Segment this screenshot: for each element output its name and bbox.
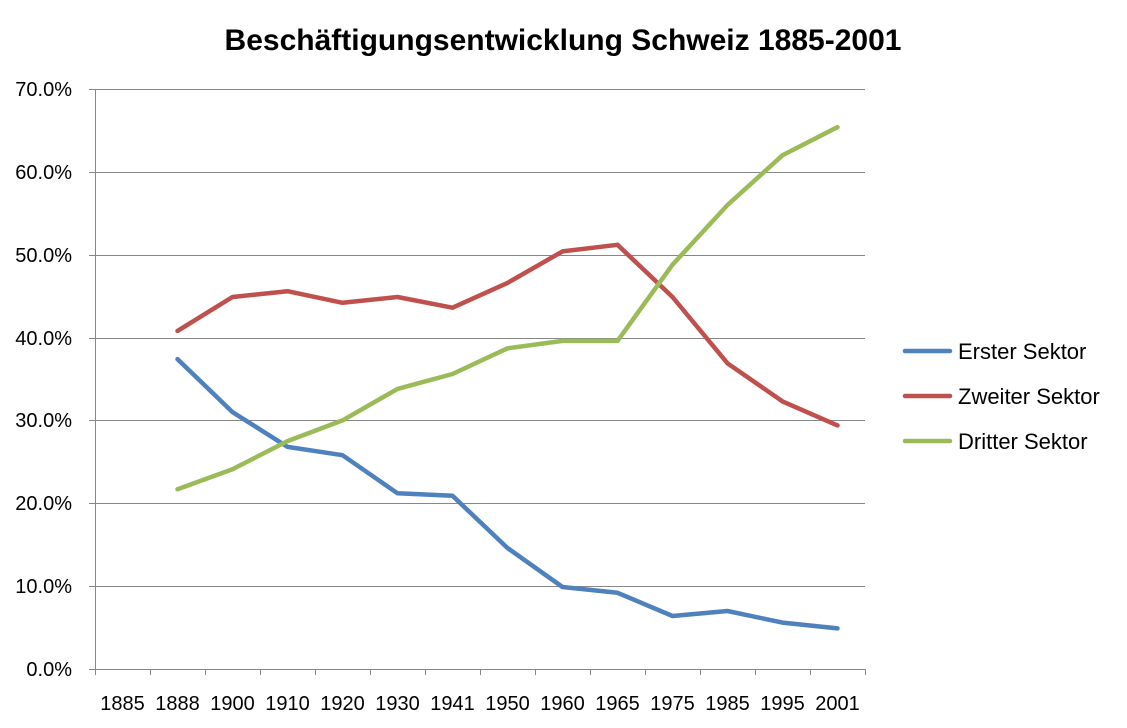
data-point xyxy=(670,262,675,267)
data-point xyxy=(230,410,235,415)
data-point xyxy=(560,338,565,343)
x-axis-tick-labels: 1885 1888 1900 1910 1920 1930 1941 1950 1960 1965… xyxy=(100,693,860,715)
data-point xyxy=(395,491,400,496)
y-tick-label: 30.0% xyxy=(15,410,72,432)
y-tick-label: 10.0% xyxy=(15,576,72,598)
series-dritter-sektor xyxy=(175,124,840,492)
series-lines xyxy=(175,124,840,631)
series-erster-sektor xyxy=(175,356,840,631)
x-tick-label: 1920 xyxy=(320,693,365,715)
gridlines xyxy=(95,89,865,587)
data-point xyxy=(175,328,180,333)
data-point xyxy=(835,423,840,428)
data-point xyxy=(285,289,290,294)
data-point xyxy=(340,300,345,305)
x-tick-label: 1985 xyxy=(705,693,750,715)
data-point xyxy=(340,418,345,423)
data-point xyxy=(505,346,510,351)
series-zweiter-sektor xyxy=(175,242,840,428)
data-point xyxy=(780,153,785,158)
y-tick-label: 50.0% xyxy=(15,245,72,267)
data-point xyxy=(340,453,345,458)
legend: Erster Sektor Zweiter Sektor Dritter Sekto… xyxy=(902,339,1100,454)
y-axis-tick-labels: 0.0% 10.0% 20.0% 30.0% 40.0% 50.0% 60.0% 70.0% xyxy=(15,79,72,681)
x-tick-label: 1900 xyxy=(210,693,255,715)
x-tick-label: 1975 xyxy=(650,693,695,715)
data-point xyxy=(670,295,675,299)
data-point xyxy=(835,626,840,631)
data-point xyxy=(615,338,620,343)
data-point xyxy=(175,357,180,362)
data-point xyxy=(395,295,400,299)
y-tick-label: 40.0% xyxy=(15,328,72,350)
data-point xyxy=(725,609,730,613)
legend-item: Erster Sektor xyxy=(902,339,1086,364)
data-point xyxy=(450,372,455,376)
data-point xyxy=(450,493,455,498)
legend-item: Dritter Sektor xyxy=(902,429,1088,454)
data-point xyxy=(505,280,510,285)
x-tick-label: 1950 xyxy=(485,693,530,715)
axes xyxy=(89,89,866,675)
data-point xyxy=(560,585,565,589)
data-point xyxy=(670,614,675,618)
legend-label: Zweiter Sektor xyxy=(958,384,1100,409)
y-tick-label: 60.0% xyxy=(15,162,72,184)
data-point xyxy=(175,487,180,492)
data-point xyxy=(780,620,785,625)
x-tick-label: 1930 xyxy=(375,693,420,715)
chart-title: Beschäftigungsentwicklung Schweiz 1885-2… xyxy=(225,24,902,57)
x-tick-label: 1941 xyxy=(430,693,475,715)
x-tick-label: 1960 xyxy=(540,693,585,715)
data-point xyxy=(725,203,730,207)
data-point xyxy=(780,399,785,404)
y-tick-label: 0.0% xyxy=(26,659,72,681)
data-point xyxy=(450,305,455,310)
data-point xyxy=(285,439,290,444)
data-point xyxy=(285,444,290,449)
legend-item: Zweiter Sektor xyxy=(902,384,1100,409)
legend-label: Erster Sektor xyxy=(958,339,1086,364)
data-point xyxy=(395,386,400,391)
data-point xyxy=(230,467,235,472)
y-tick-label: 70.0% xyxy=(15,79,72,101)
data-point xyxy=(560,249,565,254)
legend-label: Dritter Sektor xyxy=(958,429,1088,454)
x-tick-label: 1885 xyxy=(100,693,145,715)
data-point xyxy=(230,295,235,299)
data-point xyxy=(835,125,840,130)
data-point xyxy=(615,590,620,595)
x-tick-label: 1888 xyxy=(155,693,200,715)
x-tick-label: 1965 xyxy=(595,693,640,715)
x-tick-label: 2001 xyxy=(815,693,860,715)
y-tick-label: 20.0% xyxy=(15,493,72,515)
x-tick-label: 1995 xyxy=(760,693,805,715)
x-tick-label: 1910 xyxy=(265,693,310,715)
data-point xyxy=(725,361,730,366)
data-point xyxy=(505,546,510,550)
data-point xyxy=(615,242,620,247)
